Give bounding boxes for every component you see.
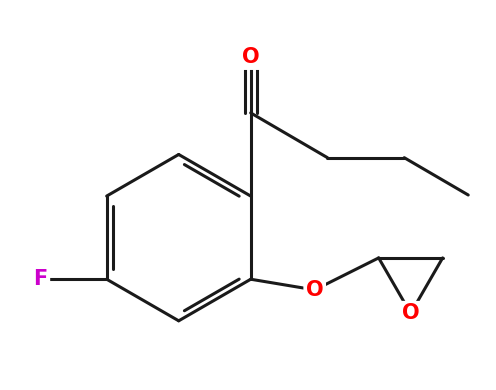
Text: O: O bbox=[306, 280, 323, 300]
Text: O: O bbox=[402, 303, 420, 323]
Text: F: F bbox=[33, 269, 48, 289]
Text: O: O bbox=[242, 48, 259, 67]
